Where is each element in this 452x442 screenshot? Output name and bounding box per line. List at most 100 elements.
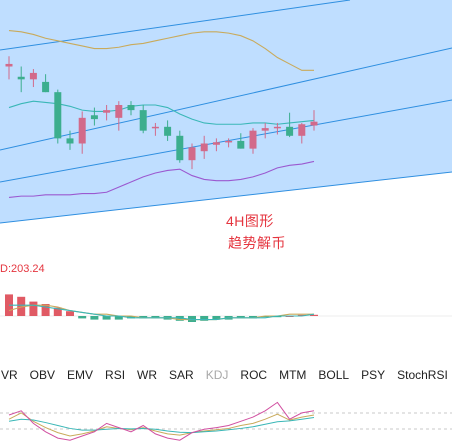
candle — [5, 56, 13, 80]
candle-body — [115, 105, 123, 118]
candle-body — [29, 72, 37, 80]
indicator-tab-obv[interactable]: OBV — [29, 368, 56, 382]
indicator-tab-boll[interactable]: BOLL — [318, 368, 350, 382]
candle-body — [42, 81, 50, 93]
boll-lower-line — [8, 160, 315, 198]
candles — [5, 56, 318, 170]
macd-bar — [114, 316, 123, 320]
candle — [298, 122, 306, 144]
kdj-panel — [0, 401, 452, 441]
trend-line-1 — [0, 171, 452, 224]
candle — [261, 122, 269, 139]
indicator-tab-wr[interactable]: WR — [137, 368, 158, 382]
macd-dea-line — [9, 304, 315, 321]
candle — [54, 89, 62, 144]
candle-body — [78, 117, 86, 144]
macd-bar — [175, 316, 184, 321]
candle — [286, 112, 294, 138]
candle-body — [139, 110, 147, 131]
candle — [273, 122, 281, 135]
indicator-tab-roc[interactable]: ROC — [240, 368, 268, 382]
macd-bar — [273, 316, 282, 318]
macd-bar — [249, 316, 257, 319]
macd-bar — [78, 316, 87, 319]
candle-body — [188, 147, 196, 161]
trend-channel-highlight — [0, 0, 452, 223]
macd-value-label: D:203.24 — [0, 263, 45, 275]
macd-bar — [200, 316, 209, 321]
candle — [310, 110, 318, 131]
candle — [29, 69, 37, 88]
kdj-j-line — [8, 401, 315, 441]
candle — [17, 66, 25, 93]
candle — [176, 130, 184, 163]
boll-upper-line — [8, 30, 314, 71]
macd-bar — [41, 304, 50, 316]
macd-bar — [188, 316, 196, 322]
macd-bar — [297, 314, 306, 316]
macd-bar — [127, 316, 135, 319]
candle-body — [310, 121, 318, 126]
macd-lines — [8, 304, 315, 321]
candle-body — [127, 105, 135, 111]
candle-body — [273, 126, 281, 129]
candle-body — [54, 92, 62, 139]
candle-body — [164, 126, 172, 136]
indicator-tab-psy[interactable]: PSY — [361, 368, 386, 382]
indicator-tab-bar: VR OBV EMV RSI WR SAR KDJ ROC MTM BOLL PSY StochRSI… — [0, 358, 452, 392]
candle — [127, 101, 135, 116]
indicator-tab-mtm[interactable]: MTM — [279, 368, 307, 382]
macd-bar — [139, 316, 148, 319]
candle-body — [5, 63, 13, 67]
annotation-line-1: 4H图形 — [226, 213, 274, 229]
candle — [115, 101, 123, 131]
indicator-tab-sar[interactable]: SAR — [169, 368, 194, 382]
kdj-k-line — [8, 412, 315, 437]
kdj-lines — [8, 401, 315, 441]
candle-body — [286, 126, 294, 136]
candle — [103, 105, 111, 121]
candle — [90, 107, 98, 126]
indicator-tab-rsi[interactable]: RSI — [105, 368, 126, 382]
candle-body — [90, 115, 98, 120]
candle — [78, 111, 86, 154]
indicator-tab-kdj[interactable]: KDJ — [205, 368, 229, 382]
trend-line-4 — [0, 0, 351, 51]
macd-bar — [66, 311, 74, 316]
candle — [151, 122, 159, 136]
macd-bar — [17, 296, 26, 316]
candle-body — [249, 130, 257, 149]
candle-body — [103, 110, 111, 113]
candle — [164, 120, 172, 141]
macd-bar — [151, 316, 160, 319]
candlestick-chart[interactable] — [0, 0, 452, 262]
macd-bar — [310, 314, 318, 316]
indicator-tab-emv[interactable]: EMV — [67, 368, 94, 382]
macd-bar — [236, 316, 245, 319]
candle — [42, 74, 50, 93]
macd-bar — [29, 301, 38, 316]
candle-body — [237, 140, 245, 149]
candle — [237, 133, 245, 149]
candle-body — [200, 143, 208, 152]
candle — [66, 130, 74, 150]
candle-body — [176, 135, 184, 161]
macd-bar — [212, 316, 221, 320]
candle-body — [66, 138, 74, 144]
candle-body — [225, 140, 233, 143]
candle-body — [17, 76, 25, 80]
trend-line-3 — [0, 47, 452, 151]
indicator-tab-vr[interactable]: VR — [1, 368, 18, 382]
annotation-line-2: 趋势解币 — [228, 235, 286, 251]
candle-body — [151, 126, 159, 129]
candle — [139, 105, 147, 134]
candle-body — [212, 142, 220, 145]
candle — [249, 128, 257, 154]
candle-body — [261, 128, 269, 131]
kdj-d-line — [8, 417, 315, 434]
macd-bar — [102, 316, 111, 320]
macd-panel — [0, 294, 452, 322]
indicator-tab-stochrsi[interactable]: StochRSI — [397, 368, 448, 382]
macd-bar — [53, 307, 62, 316]
macd-bar — [90, 316, 99, 320]
